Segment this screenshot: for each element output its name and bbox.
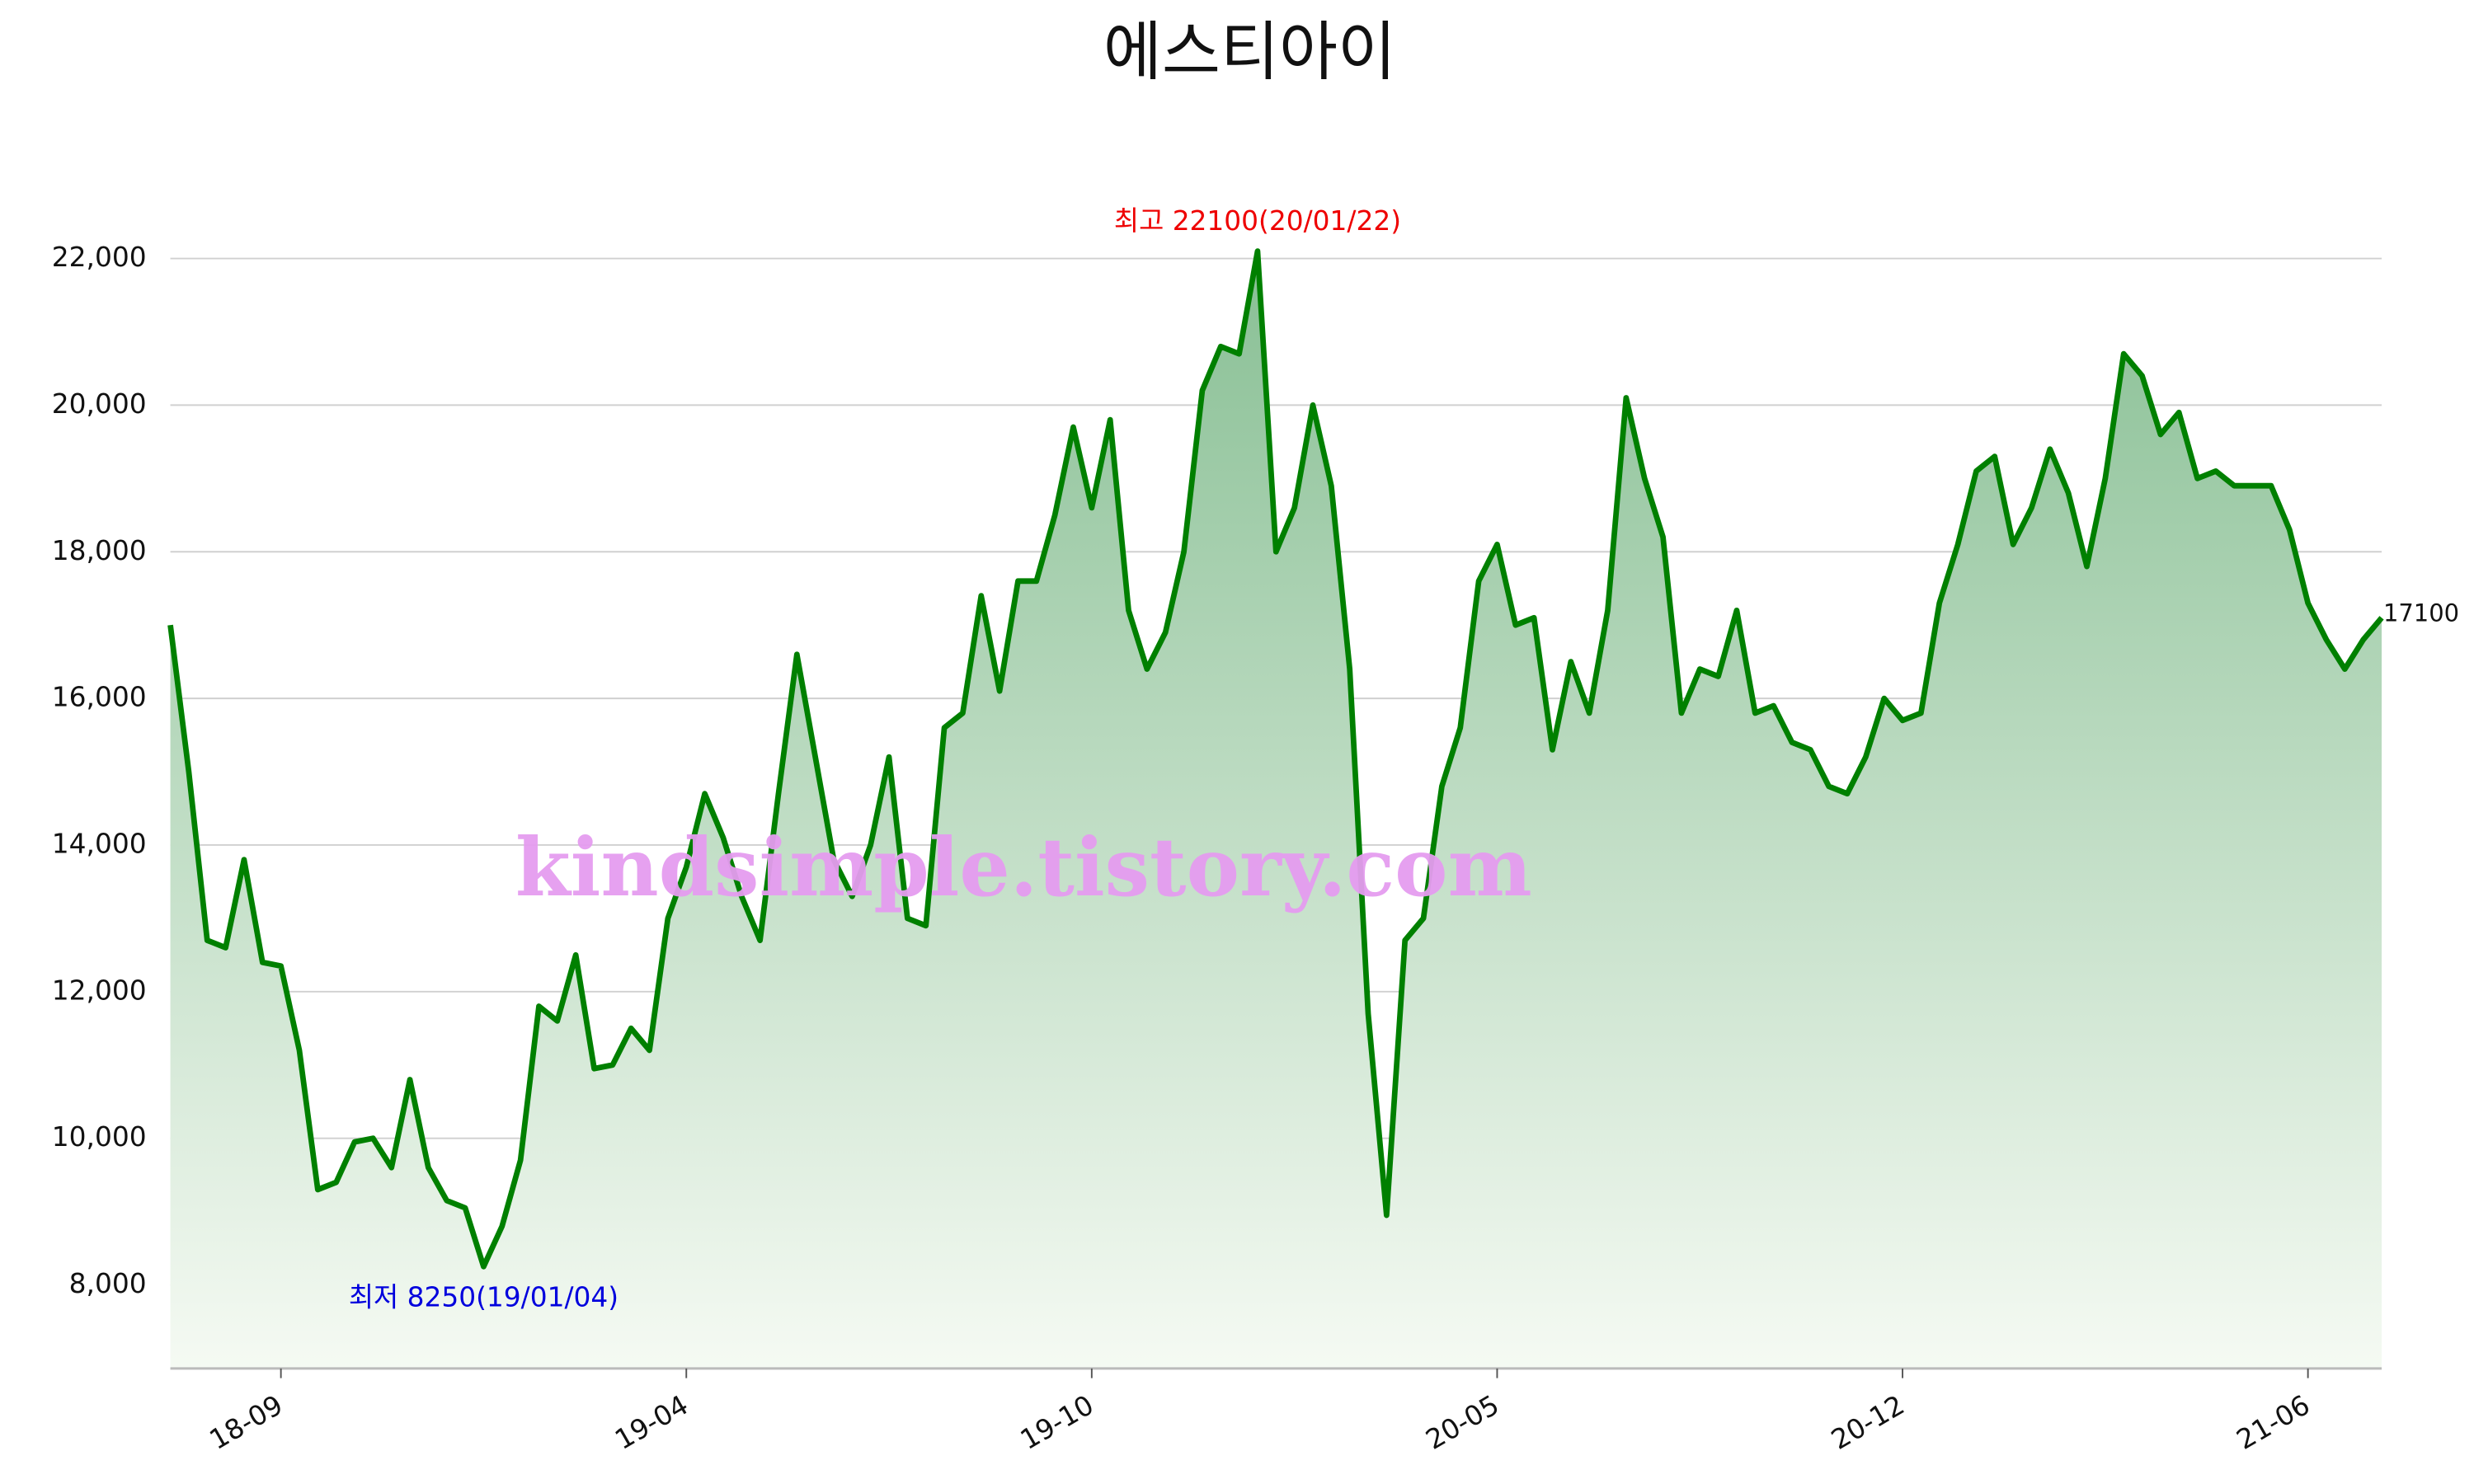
x-tick-label: 19-10	[1015, 1388, 1099, 1456]
x-tick-label: 21-06	[2231, 1388, 2315, 1456]
low-annotation: 최저 8250(19/01/04)	[349, 1281, 618, 1313]
y-tick-label: 12,000	[52, 974, 147, 1006]
y-tick-label: 22,000	[52, 241, 147, 273]
y-tick-label: 14,000	[52, 827, 147, 859]
price-line	[167, 248, 2384, 1270]
x-tick-label: 18-09	[204, 1388, 288, 1456]
y-tick-label: 10,000	[52, 1120, 147, 1153]
y-tick-label: 16,000	[52, 681, 147, 713]
y-tick-label: 20,000	[52, 387, 147, 420]
x-tick-label: 20-05	[1420, 1388, 1504, 1456]
last-value-label: 17100	[2383, 599, 2459, 627]
x-tick-label: 19-04	[609, 1388, 694, 1456]
watermark: kindsimple.tistory.com	[515, 820, 1532, 914]
y-tick-label: 18,000	[52, 534, 147, 566]
y-tick-label: 8,000	[69, 1267, 147, 1299]
area-fill	[170, 251, 2382, 1369]
x-tick-label: 20-12	[1826, 1388, 1910, 1456]
chart-title: 에스티아이	[1103, 15, 1396, 89]
high-annotation: 최고 22100(20/01/22)	[1114, 204, 1401, 237]
